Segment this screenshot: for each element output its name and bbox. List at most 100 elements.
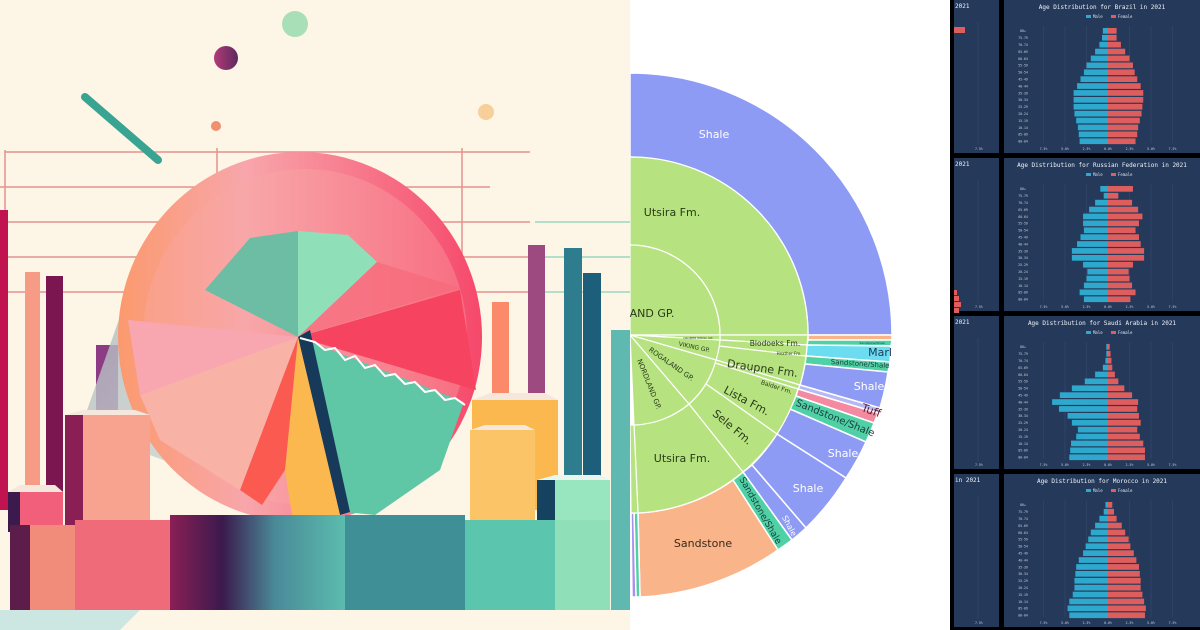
clipped-pyramid-panel: 2021 7.5% [954, 316, 999, 469]
bar-female [1108, 69, 1135, 76]
legend-female-label: Female [1118, 14, 1133, 19]
age-group-label: 65-69 [1018, 208, 1028, 212]
bar-male [1076, 564, 1108, 570]
floating-dot-orange [211, 121, 221, 131]
age-group-label: 70-74 [1018, 359, 1028, 363]
legend-female-swatch [1111, 15, 1116, 18]
age-group-label: 35-39 [1018, 565, 1028, 569]
age-group-label: 05-09 [1018, 607, 1028, 611]
bar-male [1095, 522, 1108, 529]
bar-female [1108, 90, 1144, 96]
age-group-label: 10-14 [1018, 600, 1028, 604]
age-group-label: 80+ [1020, 29, 1026, 33]
clipped-panel-title: 2021 [955, 3, 970, 10]
pyramid-chart-panel: 7.5% 5.0% 2.5% 0.0% 2.5% 5.0% 7.5% Age Distribu… [1004, 474, 1200, 627]
bar-female [1108, 522, 1122, 529]
floating-dot-peach [478, 104, 494, 120]
bar-female [1108, 55, 1130, 62]
label-shale-top: Shale [699, 128, 730, 141]
age-group-label: 05-09 [1018, 291, 1028, 295]
age-group-label: 50-54 [1018, 545, 1028, 549]
legend-male-swatch [1086, 331, 1091, 334]
x-tick-label: 7.5% [1169, 621, 1177, 625]
bar-female [1108, 371, 1115, 378]
x-tick-label: 2.5% [1126, 147, 1134, 151]
sunburst-outer-ring [630, 72, 893, 598]
bar-female [1108, 515, 1117, 522]
age-group-label: 80+ [1020, 345, 1026, 349]
bar-male [1070, 447, 1108, 454]
bar-male [1083, 227, 1108, 234]
svg-text:7.5%: 7.5% [975, 305, 983, 309]
label-group-top: AND GP. [630, 307, 674, 320]
bar-male [1100, 186, 1108, 192]
pie-chart-illustration [0, 0, 630, 630]
pie-wedge-mint [298, 231, 377, 337]
age-group-label: 25-29 [1018, 263, 1028, 267]
bar-female [1108, 124, 1139, 131]
label-shale-4: Shale [793, 482, 824, 495]
bar-male [1077, 124, 1108, 131]
bar-male [1069, 454, 1108, 461]
label-utsira-bottom: Utsira Fm. [654, 452, 710, 465]
bar-female [1108, 275, 1130, 282]
age-group-label: 10-14 [1018, 284, 1028, 288]
bar-male [1106, 350, 1108, 357]
age-group-label: 55-59 [1018, 64, 1028, 68]
age-group-label: 25-29 [1018, 105, 1028, 109]
bar-male [1059, 392, 1108, 398]
bar-male [1080, 234, 1108, 240]
illustration-canvas [0, 11, 630, 630]
bar-male [1071, 385, 1108, 392]
age-group-label: 20-24 [1018, 112, 1028, 116]
lithology-sunburst-chart: Shale Utsira Fm. AND GP. CROMER KNOLL GP… [630, 0, 950, 630]
age-group-label: 10-14 [1018, 126, 1028, 130]
legend-male-swatch [1086, 15, 1091, 18]
bar-male [1083, 220, 1108, 227]
age-group-label: 45-49 [1018, 78, 1028, 82]
bar-female [1108, 213, 1143, 220]
age-group-label: 40-44 [1018, 558, 1028, 562]
pyramid-canvas: 2021 7.5% 2021 7.5% 2021 7.5% in 2021 7.5% 7.5% 5… [954, 0, 1200, 627]
label-sandstone: Sandstone [674, 537, 732, 550]
age-group-label: 75-79 [1018, 194, 1028, 198]
age-group-label: 20-24 [1018, 586, 1028, 590]
x-tick-label: 7.5% [1040, 147, 1048, 151]
bar-female [1108, 28, 1117, 34]
age-group-label: 80+ [1020, 187, 1026, 191]
bar-male [1085, 543, 1108, 550]
x-tick-label: 5.0% [1147, 305, 1155, 309]
bar-female [1108, 206, 1139, 213]
x-tick-label: 5.0% [1061, 463, 1069, 467]
floating-stick [81, 93, 162, 164]
bar-female [1108, 192, 1119, 199]
x-tick-label: 0.0% [1104, 147, 1112, 151]
age-group-label: 00-04 [1018, 298, 1028, 302]
sunburst-group-ring [630, 244, 721, 426]
age-group-label: 30-34 [1018, 256, 1028, 260]
bar-male [1105, 357, 1108, 364]
bar-female [1108, 241, 1141, 247]
bar-male [1105, 502, 1108, 508]
x-tick-label: 0.0% [1104, 305, 1112, 309]
bar-male [1103, 192, 1108, 199]
age-group-label: 05-09 [1018, 449, 1028, 453]
age-group-label: 25-29 [1018, 421, 1028, 425]
x-tick-label: 5.0% [1147, 147, 1155, 151]
bar-male [1090, 55, 1108, 62]
bar-male [1095, 371, 1108, 378]
age-group-label: 40-44 [1018, 400, 1028, 404]
bar-female [1108, 138, 1136, 145]
label-shale-2: Shale [854, 380, 885, 393]
bar-female [1108, 502, 1113, 508]
x-tick-label: 0.0% [1104, 463, 1112, 467]
age-group-label: 30-34 [1018, 414, 1028, 418]
bar-male [1073, 97, 1108, 103]
bar-male [1067, 605, 1108, 612]
bar-female [1108, 220, 1139, 227]
bar-male [1071, 440, 1108, 447]
x-tick-label: 7.5% [1040, 621, 1048, 625]
clipped-pyramid-panel: in 2021 7.5% [954, 474, 999, 627]
label-blodoeks: Blodoeks Fm. [750, 339, 800, 348]
bar-female [1108, 584, 1141, 591]
